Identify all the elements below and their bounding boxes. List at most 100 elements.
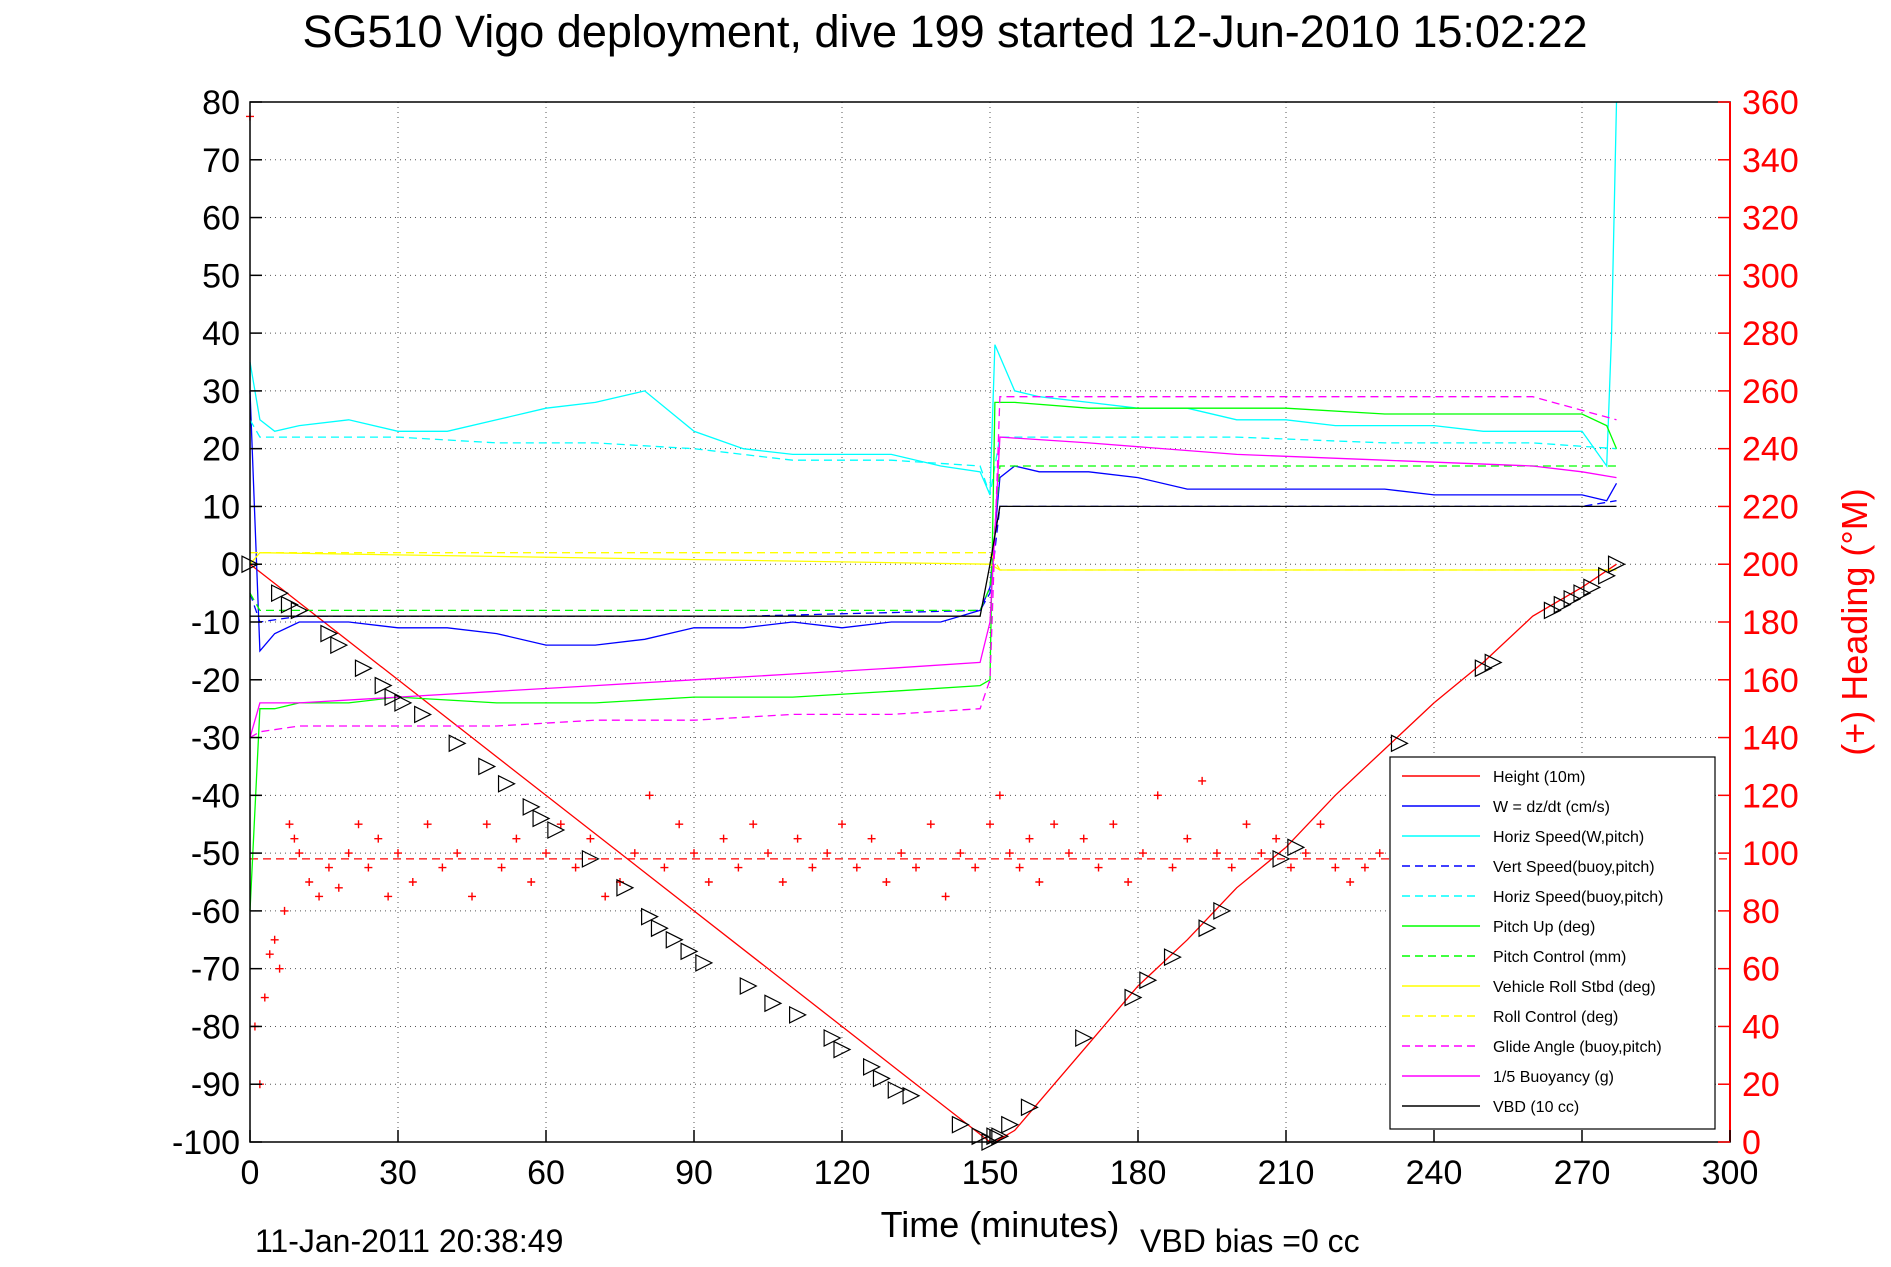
heading-point (512, 834, 521, 843)
x-tick-label: 150 (962, 1154, 1019, 1192)
heading-point (1124, 878, 1133, 886)
y-right-tick-label: 200 (1742, 546, 1799, 584)
legend-label-9: Glide Angle (buoy,pitch) (1493, 1039, 1662, 1056)
triangle-marker (1124, 988, 1143, 1007)
heading-point (1272, 834, 1281, 843)
legend-label-5: Pitch Up (deg) (1493, 919, 1595, 936)
heading-point (305, 878, 314, 886)
triangle-marker (680, 942, 699, 961)
heading-point (912, 863, 920, 872)
heading-point (852, 863, 861, 872)
heading-point (384, 892, 393, 901)
triangle-marker (991, 1127, 1010, 1146)
y-right-tick-label: 20 (1742, 1066, 1780, 1104)
triangle-marker (887, 1081, 906, 1099)
triangle-marker (320, 624, 339, 643)
triangle-marker (547, 821, 566, 839)
triangle-marker (1020, 1098, 1039, 1117)
legend-label-2: Horiz Speed(W,pitch) (1493, 829, 1644, 846)
heading-point (324, 863, 333, 872)
heading-point (394, 849, 402, 858)
triangle-marker (414, 705, 433, 724)
y-right-tick-label: 160 (1742, 662, 1799, 700)
x-tick-label: 0 (241, 1154, 260, 1192)
x-axis-label: Time (minutes) (881, 1204, 1120, 1245)
y-right-tick-label: 40 (1742, 1008, 1780, 1046)
y-right-tick-label: 320 (1742, 200, 1799, 238)
triangle-marker (641, 907, 659, 926)
heading-point (1079, 834, 1088, 843)
triangle-marker (951, 1115, 970, 1134)
y-left-tick-label: 70 (202, 142, 240, 180)
x-tick-label: 300 (1702, 1154, 1759, 1192)
heading-point (280, 906, 289, 915)
triangle-marker (1553, 595, 1572, 614)
heading-point (719, 834, 728, 843)
heading-point (1331, 863, 1340, 872)
triangle-marker (478, 757, 497, 776)
heading-point (793, 834, 802, 843)
triangle-marker (1075, 1029, 1094, 1047)
triangle-marker (522, 797, 541, 816)
triangle-marker (650, 919, 669, 938)
triangle-marker (616, 878, 635, 897)
legend-label-4: Horiz Speed(buoy,pitch) (1493, 889, 1663, 906)
heading-point (690, 849, 698, 858)
heading-point (956, 849, 965, 858)
triangle-marker (374, 676, 393, 695)
heading-point (1050, 820, 1059, 829)
series-line-4 (249, 419, 1617, 496)
y-right-axis-label: (+) Heading (°M) (1834, 488, 1875, 755)
heading-point (1227, 863, 1236, 872)
heading-point (645, 791, 654, 800)
legend-label-6: Pitch Control (mm) (1493, 949, 1626, 966)
heading-point (971, 863, 980, 872)
triangle-marker (863, 1057, 881, 1076)
footer-timestamp: 11-Jan-2011 20:38:49 (255, 1223, 563, 1259)
legend-box (1389, 756, 1716, 1130)
y-left-tick-label: -10 (191, 604, 240, 642)
y-left-tick-label: 10 (202, 488, 240, 526)
heading-point (764, 849, 772, 858)
y-left-tick-label: 0 (221, 546, 240, 584)
x-tick-label: 180 (1110, 1154, 1167, 1192)
legend-label-3: Vert Speed(buoy,pitch) (1493, 859, 1655, 876)
heading-point (354, 820, 363, 829)
heading-point (344, 849, 353, 858)
heading-point (734, 863, 743, 872)
heading-point (285, 820, 294, 829)
triangle-marker (1287, 838, 1306, 857)
heading-point (823, 849, 832, 858)
heading-point (1035, 878, 1044, 886)
y-left-tick-label: -80 (191, 1008, 240, 1046)
heading-point (315, 892, 324, 901)
y-right-tick-label: 180 (1742, 604, 1799, 642)
triangle-marker (1272, 849, 1291, 868)
heading-point (995, 791, 1004, 800)
y-left-tick-labels: 80 70 60 50 40 30 20 10 0 -10 -20 -30 -40 -50 -60 -70 -8… (172, 84, 262, 1162)
y-left-tick-label: -40 (191, 777, 240, 815)
heading-point (1005, 849, 1014, 858)
y-left-tick-label: -70 (191, 951, 240, 989)
heading-point (1198, 776, 1207, 785)
series-line-11 (250, 505, 1617, 617)
heading-point (334, 883, 343, 892)
triangle-marker (497, 774, 516, 793)
heading-point (1257, 849, 1266, 858)
triangle-marker (330, 636, 349, 655)
heading-point (1109, 820, 1118, 829)
heading-point (1286, 863, 1295, 872)
heading-point (586, 834, 595, 843)
y-left-tick-label: -100 (172, 1124, 240, 1162)
y-right-tick-label: 140 (1742, 720, 1799, 758)
heading-point (897, 849, 906, 858)
heading-point (468, 892, 476, 901)
y-left-tick-label: -30 (191, 720, 240, 758)
x-tick-label: 240 (1406, 1154, 1463, 1192)
heading-point (438, 863, 447, 872)
heading-point (1138, 849, 1147, 858)
triangle-marker (1543, 601, 1562, 620)
y-right-tick-label: 60 (1742, 951, 1780, 989)
y-right-tick-label: 80 (1742, 893, 1780, 931)
